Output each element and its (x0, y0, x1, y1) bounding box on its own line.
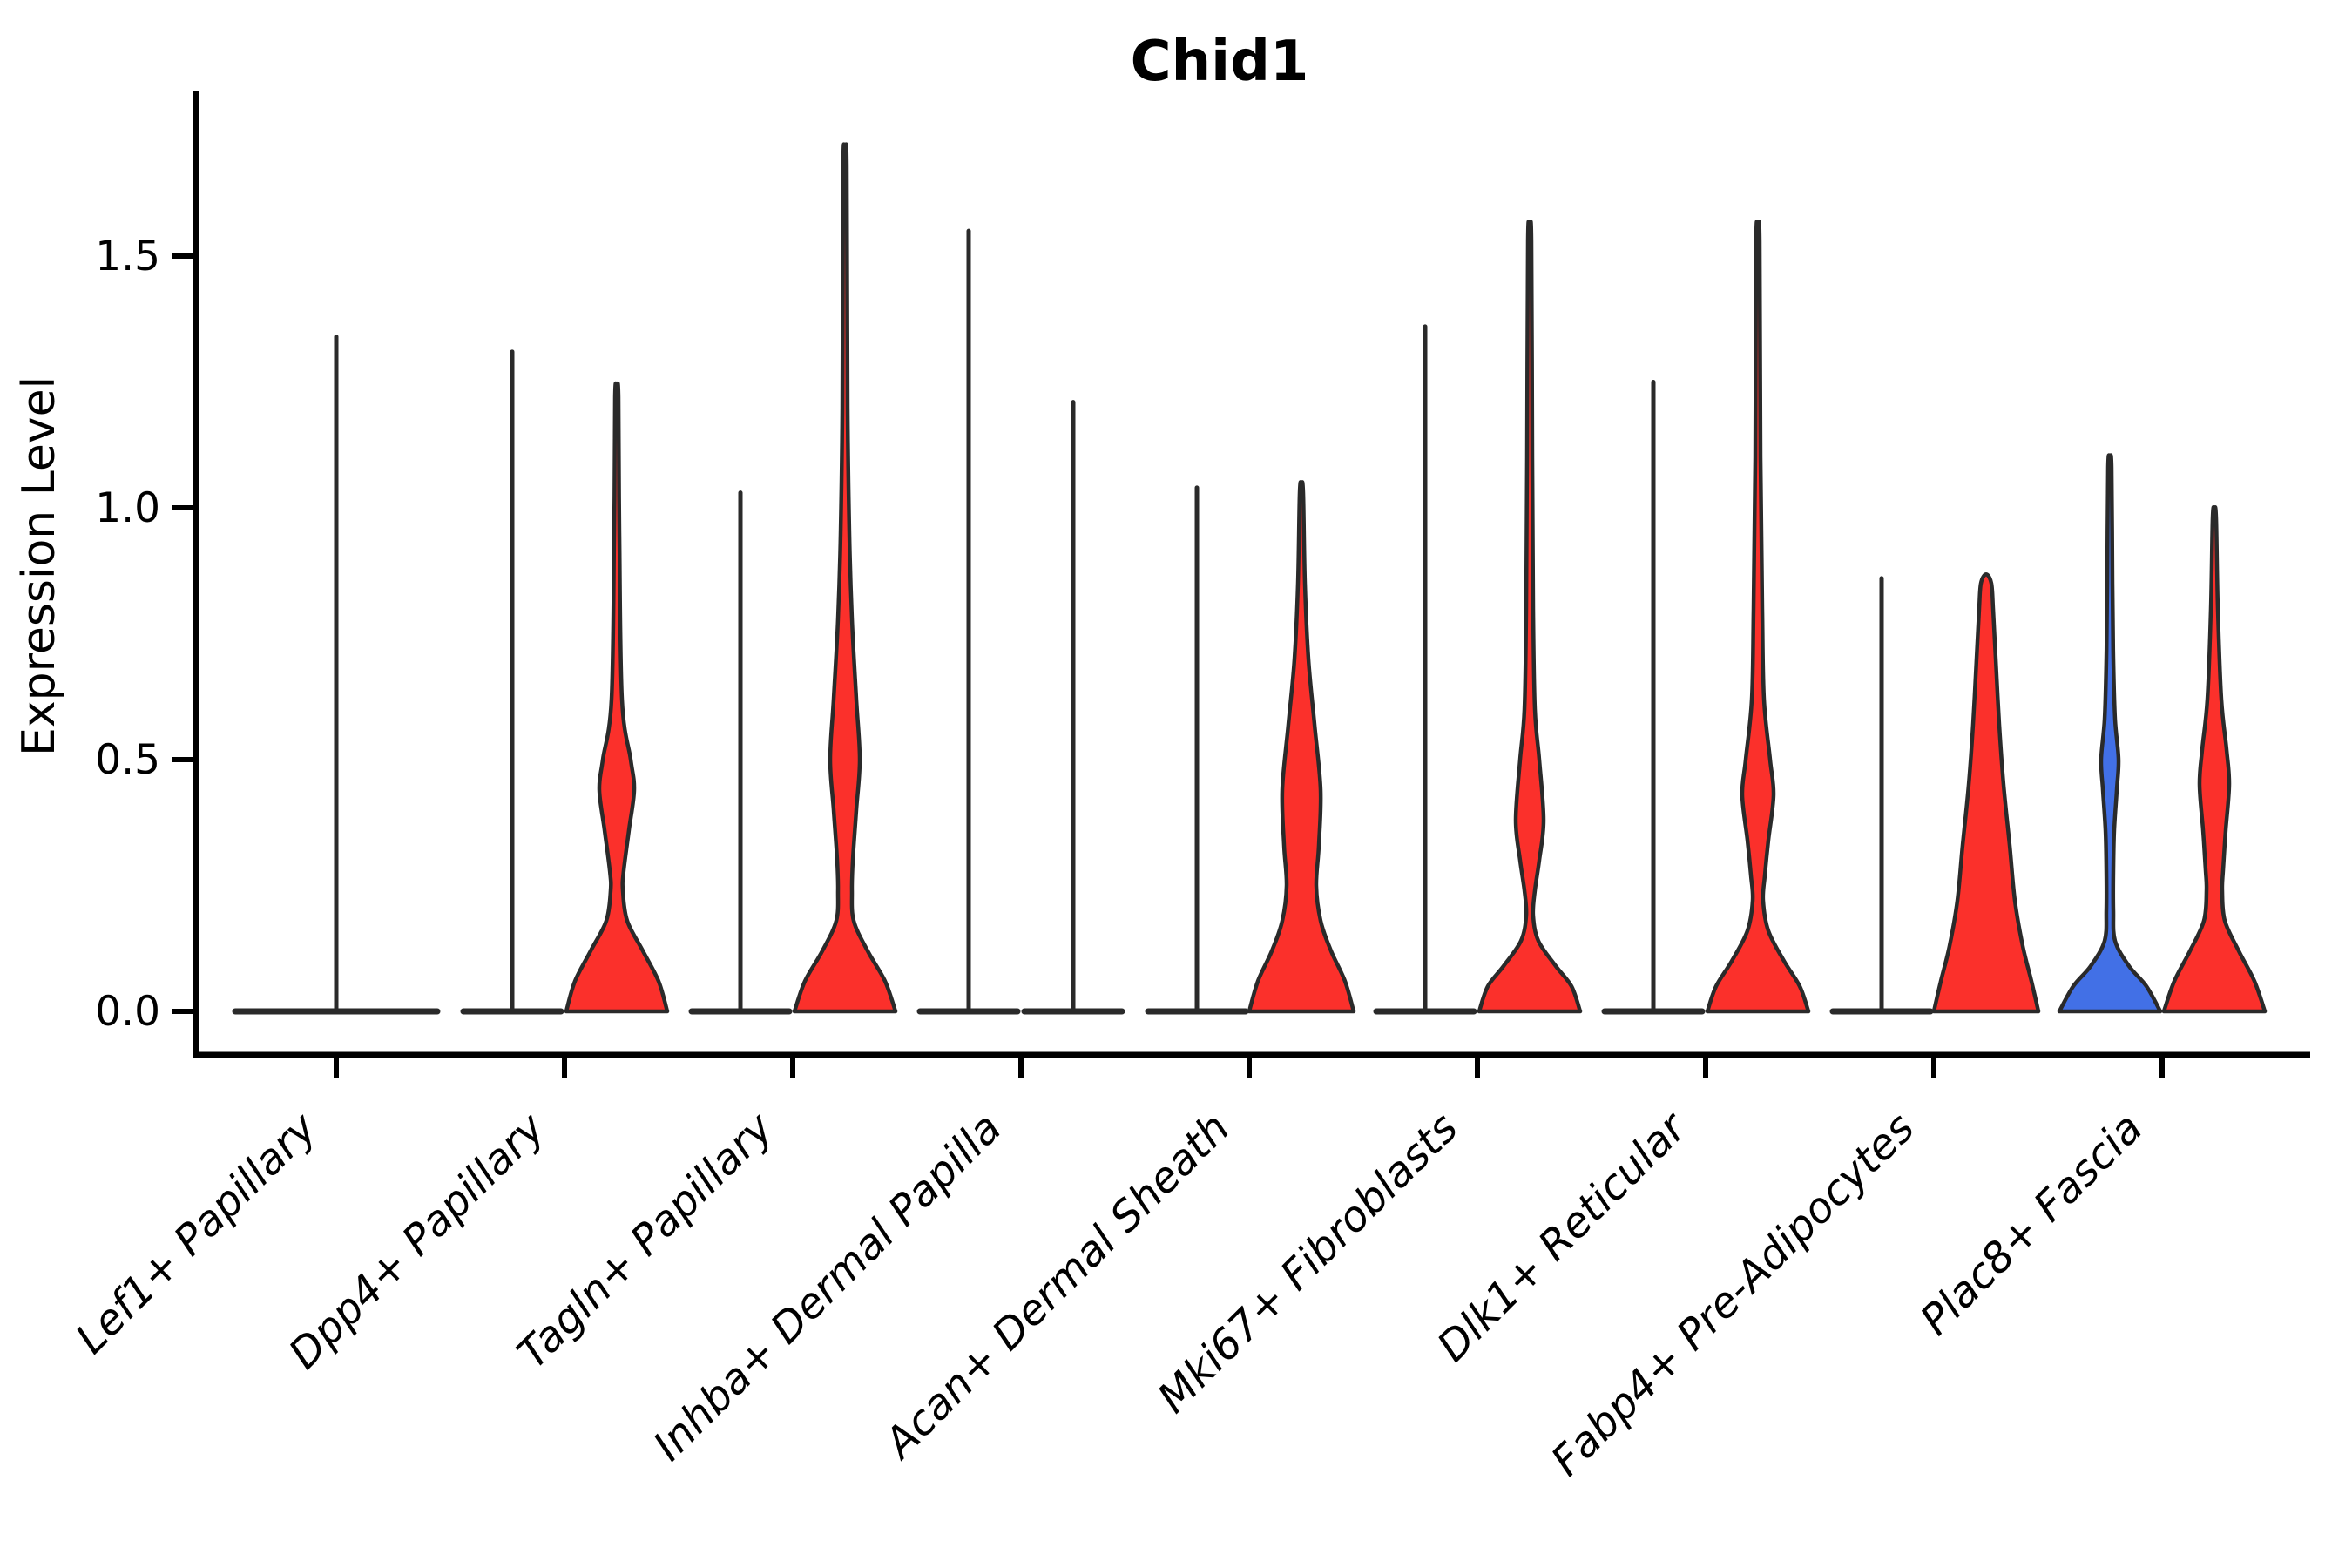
y-tick-label: 0.0 (95, 988, 160, 1036)
violin-dpp4-papillary-right (564, 381, 670, 1014)
violin-mki67-fibroblasts-left (1373, 324, 1477, 1015)
violin-body (2057, 453, 2163, 1014)
violin-plac8-fascia-left (2057, 453, 2163, 1014)
violin-dlk1-reticular-right (1705, 220, 1811, 1014)
violin-fabp4-pre-adipocytes-right (1931, 572, 2041, 1014)
violin-body (1477, 220, 1583, 1014)
violin-body (1247, 480, 1356, 1014)
violin-body (1931, 572, 2041, 1014)
violin-acan-dermal-sheath-left (1145, 485, 1249, 1015)
violin-mki67-fibroblasts-right (1477, 220, 1583, 1014)
violin-lef1-papillary-center (232, 334, 441, 1015)
violin-dpp4-papillary-left (460, 349, 564, 1015)
violin-dlk1-reticular-left (1601, 380, 1706, 1015)
x-tick-label: Fabp4+ Pre-Adipocytes (1542, 1104, 1924, 1486)
violin-tagln-papillary-right (792, 142, 898, 1014)
x-tick-label: Plac8+ Fascia (1911, 1104, 2153, 1345)
y-tick-label: 1.0 (95, 484, 160, 532)
violin-acan-dermal-sheath-right (1247, 480, 1356, 1014)
violin-fabp4-pre-adipocytes-left (1829, 576, 1934, 1015)
violin-tagln-papillary-left (688, 490, 793, 1015)
y-axis-label: Expression Level (13, 376, 65, 756)
violin-inhba-dermal-papilla-left (916, 228, 1021, 1015)
violin-body (792, 142, 898, 1014)
violin-body (2161, 504, 2268, 1014)
violin-plac8-fascia-right (2161, 504, 2268, 1014)
violins-group (232, 142, 2268, 1015)
y-axis-ticks: 0.0 0.5 1.0 1.5 (95, 233, 196, 1036)
y-tick-label: 0.5 (95, 736, 160, 784)
y-tick-label: 1.5 (95, 233, 160, 280)
x-tick-label: Dlk1+ Reticular (1428, 1102, 1698, 1372)
plot-title: Chid1 (1131, 30, 1309, 94)
violin-body (1705, 220, 1811, 1014)
x-tick-label: Lef1+ Papillary (66, 1103, 327, 1363)
x-tick-label: Tagln+ Papillary (508, 1103, 783, 1378)
violin-inhba-dermal-papilla-right (1021, 400, 1125, 1015)
violin-body (564, 381, 670, 1014)
